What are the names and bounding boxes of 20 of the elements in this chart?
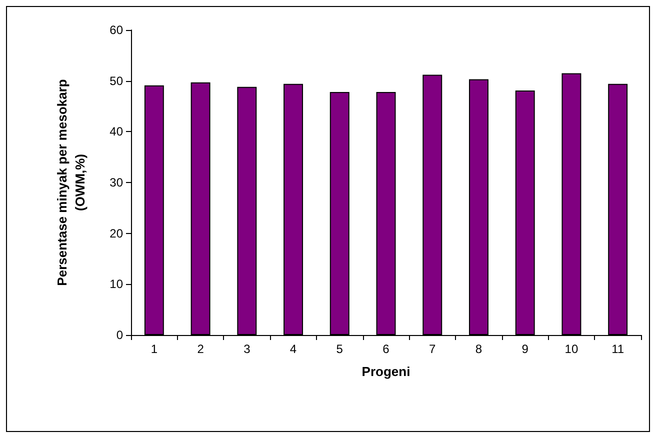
y-axis-title: Persentase minyak per mesokarp (OWM,%): [54, 79, 88, 286]
y-tick-label: 30: [110, 176, 124, 190]
x-tick-label: 5: [336, 342, 344, 356]
x-tick-label: 3: [244, 342, 251, 356]
y-tick-label: 0: [116, 328, 124, 342]
x-tick-label: 7: [429, 342, 436, 356]
x-tick-label: 10: [564, 342, 578, 356]
y-tick-label: 10: [110, 277, 124, 292]
y-tick-label: 40: [110, 124, 124, 139]
x-tick-label: 2: [197, 342, 204, 356]
y-tick-label: 50: [110, 74, 124, 88]
y-tick-label: 20: [110, 226, 124, 240]
x-tick-label: 4: [290, 342, 297, 356]
x-tick-label: 8: [475, 342, 482, 356]
y-tick-label: 60: [110, 23, 124, 37]
x-axis-title: Progeni: [362, 364, 410, 379]
x-tick-label: 9: [522, 342, 529, 356]
x-tick-label: 11: [612, 342, 624, 356]
x-tick-label: 6: [382, 342, 390, 356]
x-tick-label: 1: [150, 342, 158, 356]
